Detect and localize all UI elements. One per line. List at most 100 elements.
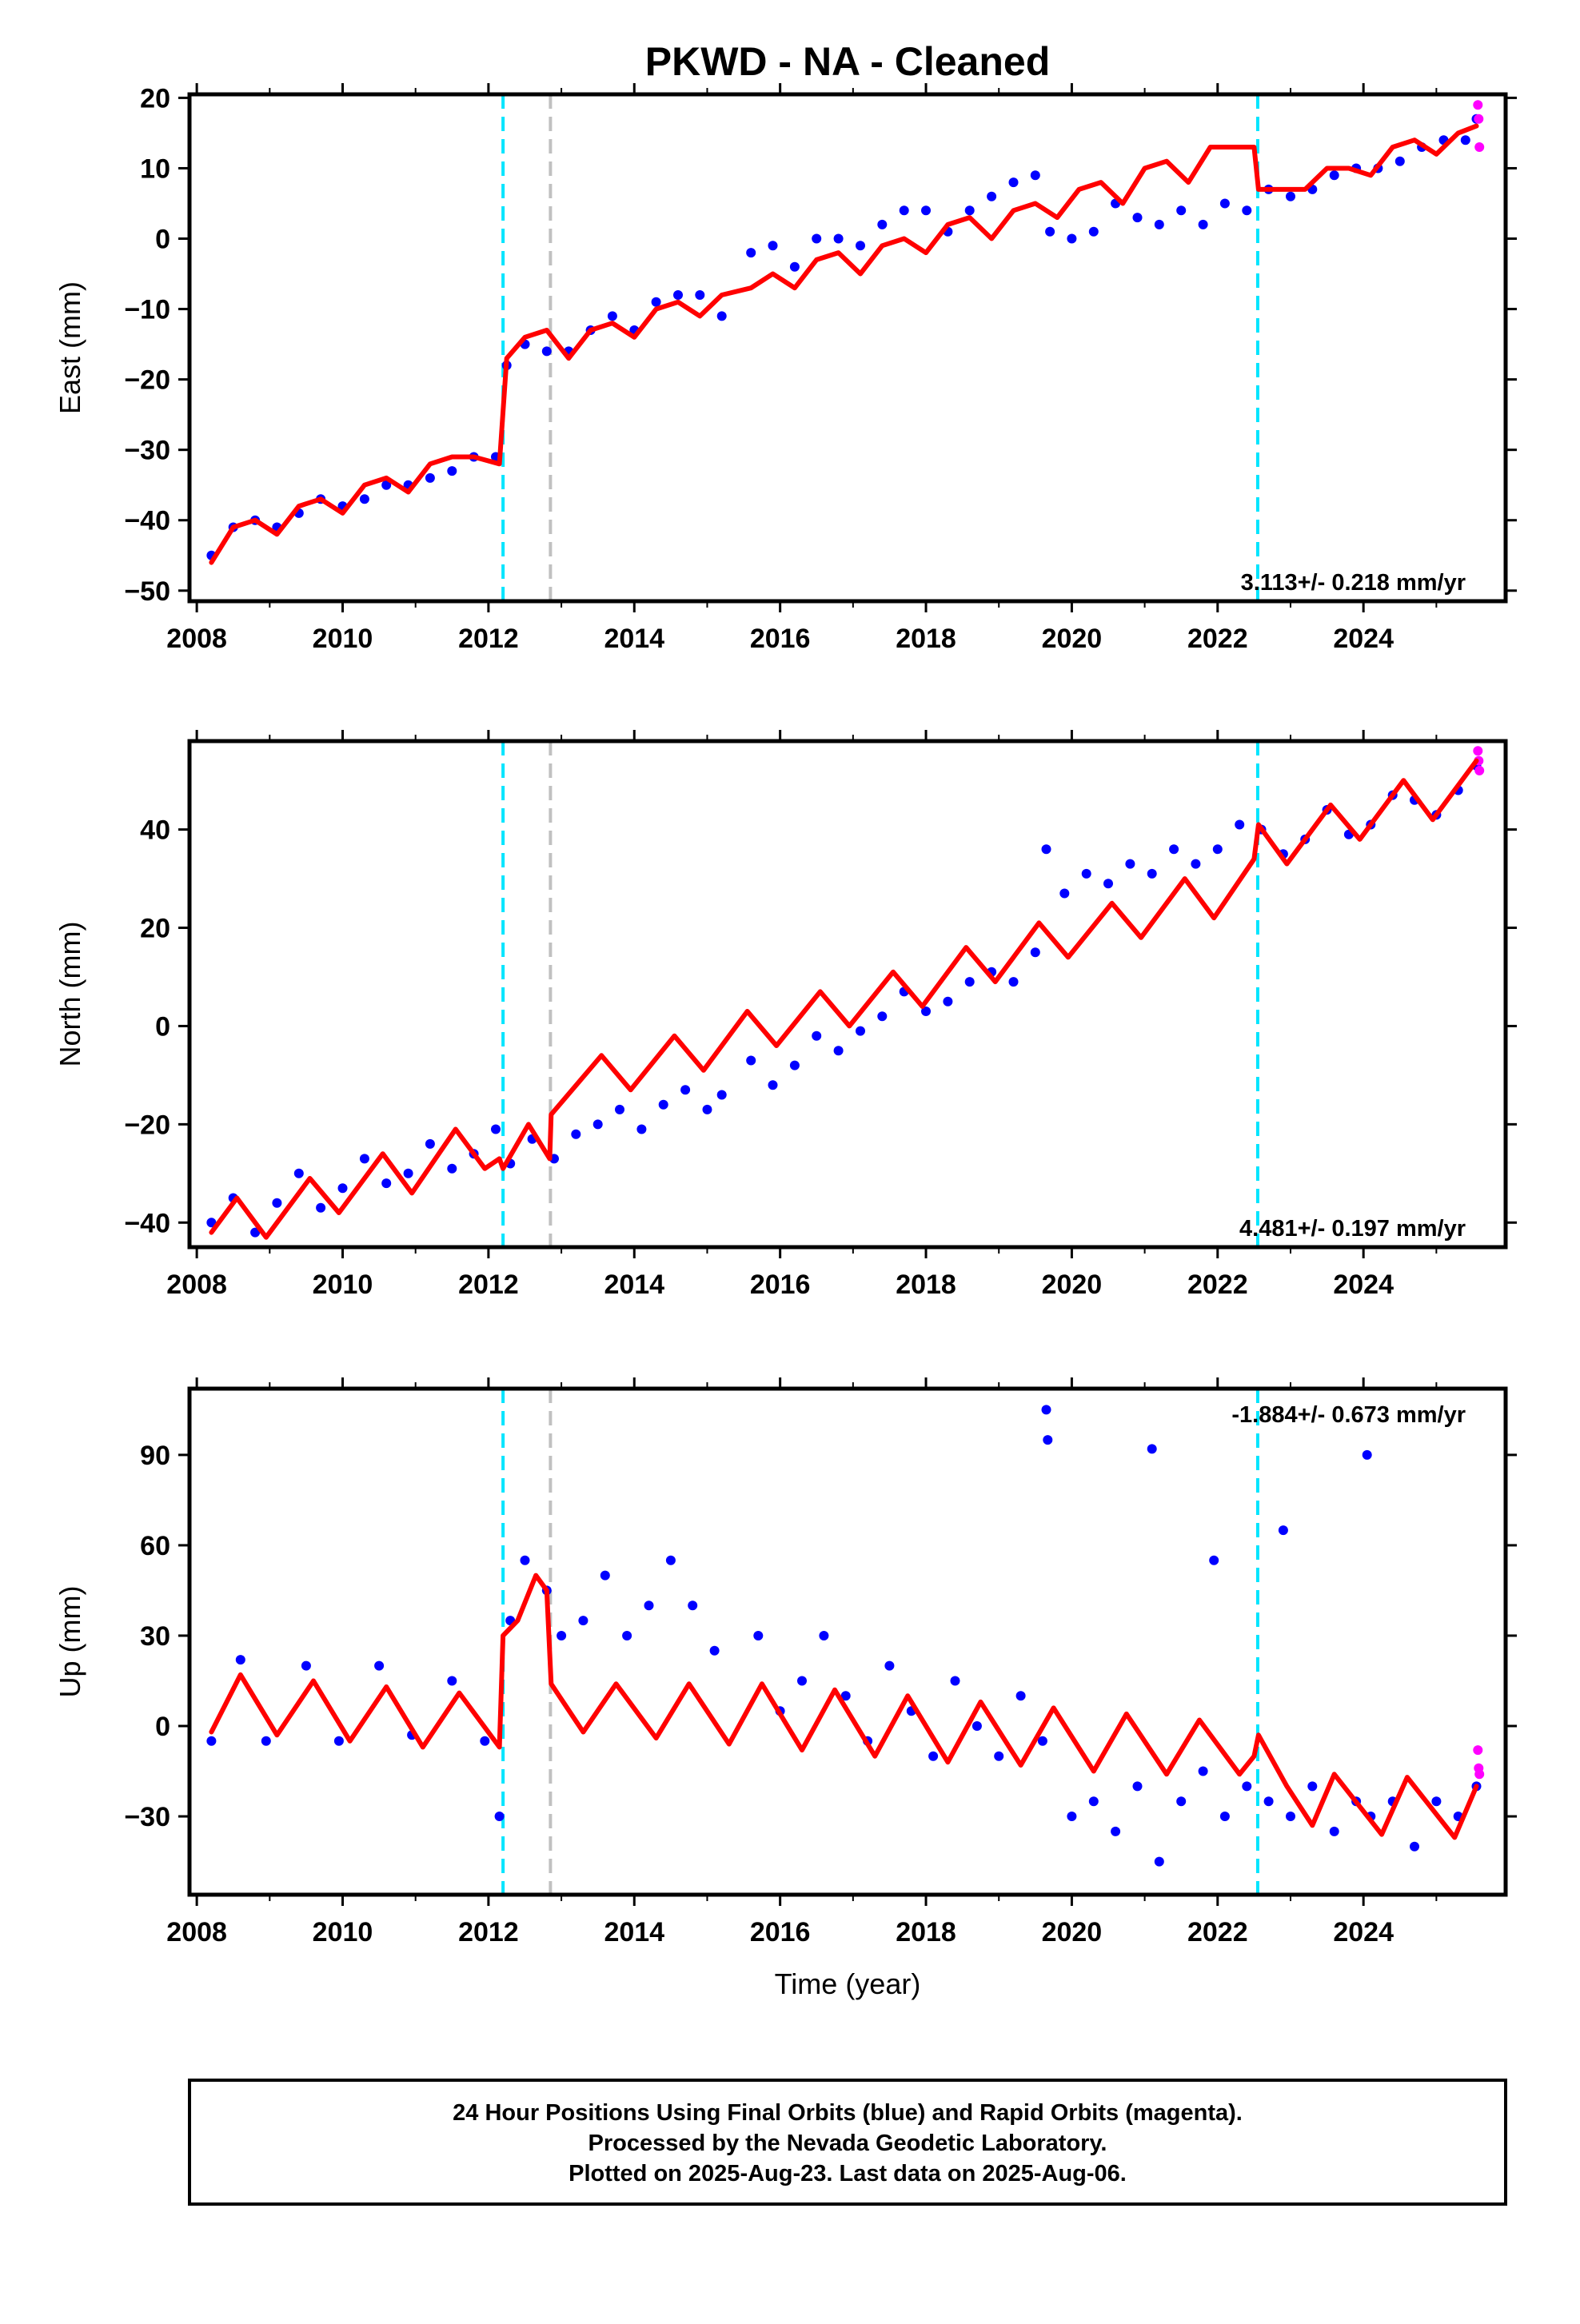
final-orbit-point <box>1154 1856 1164 1867</box>
x-tick-label: 2018 <box>896 1917 956 1947</box>
y-tick-label: −30 <box>124 436 170 466</box>
final-orbit-point <box>494 1812 505 1821</box>
final-orbit-point <box>1147 1444 1157 1454</box>
x-tick-label: 2012 <box>458 624 519 654</box>
final-orbit-point <box>557 1631 567 1640</box>
final-orbit-point <box>600 1570 610 1581</box>
y-tick-label: 20 <box>140 83 170 114</box>
x-tick-label: 2022 <box>1187 1270 1248 1300</box>
final-orbit-point <box>425 472 435 483</box>
final-orbit-point <box>1043 1435 1053 1445</box>
final-orbit-point <box>1219 198 1230 209</box>
x-tick-label: 2008 <box>166 1917 227 1947</box>
y-tick-label: 20 <box>140 914 170 944</box>
x-tick-label: 2024 <box>1333 1917 1394 1947</box>
y-tick-label: 10 <box>140 153 170 184</box>
final-orbit-point <box>615 1104 624 1114</box>
final-orbit-point <box>1041 1405 1051 1415</box>
final-orbit-point <box>316 1202 326 1213</box>
final-orbit-point <box>1362 1449 1372 1460</box>
final-orbit-point <box>1103 879 1113 889</box>
final-orbit-point <box>716 1090 727 1100</box>
x-tick-label: 2012 <box>458 1270 519 1300</box>
final-orbit-point <box>651 297 661 307</box>
final-orbit-point <box>447 466 457 476</box>
y-axis-label: East (mm) <box>54 281 86 414</box>
final-orbit-point <box>1431 1796 1442 1807</box>
x-axis-label: Time (year) <box>775 1967 921 2000</box>
final-orbit-point <box>1088 226 1099 237</box>
final-orbit-point <box>1008 177 1019 188</box>
final-orbit-point <box>833 1046 844 1056</box>
y-tick-label: −30 <box>124 1802 170 1832</box>
final-orbit-point <box>1209 1555 1219 1565</box>
final-orbit-point <box>1263 1796 1274 1807</box>
final-orbit-point <box>374 1660 385 1671</box>
final-orbit-point <box>235 1655 245 1665</box>
velocity-rate-label: 4.481+/- 0.197 mm/yr <box>1239 1216 1466 1242</box>
x-tick-label: 2012 <box>458 1917 519 1947</box>
final-orbit-point <box>1008 977 1019 987</box>
final-orbit-point <box>1045 226 1055 237</box>
final-orbit-point <box>1307 1781 1318 1792</box>
x-tick-label: 2014 <box>604 624 664 654</box>
final-orbit-point <box>746 1055 756 1066</box>
final-orbit-point <box>337 1183 348 1194</box>
final-orbit-point <box>206 1218 217 1228</box>
final-orbit-point <box>856 1026 865 1036</box>
final-orbit-point <box>622 1631 632 1640</box>
final-orbit-point <box>1242 1781 1252 1792</box>
final-orbit-point <box>768 241 778 251</box>
final-orbit-point <box>1410 1841 1419 1852</box>
final-orbit-point <box>1125 859 1135 869</box>
x-tick-label: 2010 <box>313 1917 373 1947</box>
y-tick-label: 60 <box>140 1531 170 1561</box>
final-orbit-point <box>1067 1812 1077 1821</box>
final-orbit-point <box>578 1616 589 1626</box>
final-orbit-point <box>964 977 975 987</box>
velocity-rate-label: -1.884+/- 0.673 mm/yr <box>1231 1402 1466 1428</box>
rapid-orbit-point <box>1474 142 1485 152</box>
y-tick-label: 30 <box>140 1621 170 1652</box>
final-orbit-point <box>1191 859 1201 869</box>
footer-line-3: Plotted on 2025-Aug-23. Last data on 202… <box>569 2161 1127 2186</box>
final-orbit-point <box>333 1736 344 1746</box>
y-tick-label: −40 <box>124 1208 170 1238</box>
x-tick-label: 2010 <box>313 624 373 654</box>
final-orbit-point <box>819 1631 829 1640</box>
y-tick-label: −10 <box>124 295 170 325</box>
footer-line-2: Processed by the Nevada Geodetic Laborat… <box>589 2131 1107 2156</box>
y-tick-label: −40 <box>124 506 170 536</box>
final-orbit-point <box>797 1676 807 1686</box>
final-orbit-point <box>833 233 844 244</box>
panel-2: 2008 2010 2012 2014 2016 2018 2020 2022 2024 40 20… <box>54 730 1517 1300</box>
model-fit-line <box>209 758 1479 1240</box>
final-orbit-point <box>1030 947 1040 958</box>
panel-plot-area <box>206 94 1485 601</box>
final-orbit-point <box>644 1600 654 1611</box>
final-orbit-point <box>1132 1781 1143 1792</box>
final-orbit-point <box>491 1124 501 1134</box>
final-orbit-point <box>541 346 552 357</box>
final-orbit-point <box>987 191 997 201</box>
model-fit-line <box>209 123 1479 565</box>
x-tick-label: 2014 <box>604 1917 664 1947</box>
x-tick-label: 2018 <box>896 1270 956 1300</box>
x-tick-label: 2016 <box>750 1917 811 1947</box>
rapid-orbit-point <box>1473 1745 1483 1756</box>
final-orbit-point <box>1037 1736 1047 1746</box>
final-orbit-point <box>1154 219 1164 229</box>
rapid-orbit-point <box>1474 1769 1485 1780</box>
panel-frame <box>187 739 1508 1250</box>
figure-title: PKWD - NA - Cleaned <box>645 39 1051 84</box>
final-orbit-point <box>381 1178 392 1189</box>
final-orbit-point <box>877 219 888 229</box>
panel-3: 2008 2010 2012 2014 2016 2018 2020 2022 2024 90 60… <box>54 1377 1517 1947</box>
rapid-orbit-series <box>1473 100 1485 152</box>
final-orbit-point <box>1235 819 1245 830</box>
final-orbit-point <box>1015 1691 1026 1701</box>
x-tick-label: 2016 <box>750 624 811 654</box>
x-tick-label: 2016 <box>750 1270 811 1300</box>
final-orbit-point <box>943 996 953 1007</box>
